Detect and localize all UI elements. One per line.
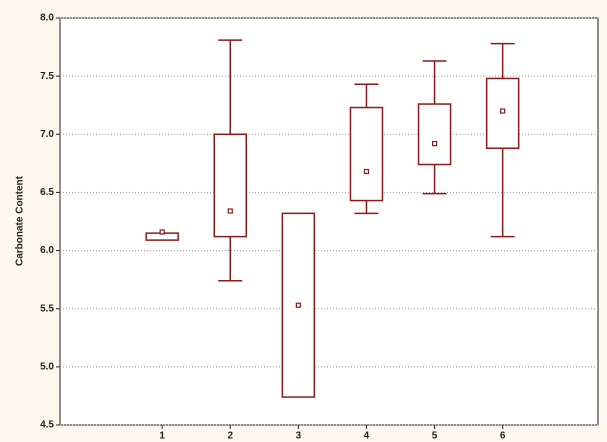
box [417,103,452,166]
center-point [500,108,506,114]
box [349,106,384,202]
y-tick-label: 7.0 [40,129,54,140]
y-axis-label: Carbonate Content [15,175,26,266]
x-tick-label: 1 [159,431,165,442]
center-point [431,140,438,147]
y-tick-label: 8.0 [40,13,54,24]
box [213,133,248,238]
x-tick-label: 6 [500,431,506,442]
y-tick-label: 5.5 [40,303,54,314]
y-tick-label: 6.0 [40,245,54,256]
y-tick-label: 4.5 [40,420,54,431]
y-tick-label: 5.0 [40,361,54,372]
center-point [159,229,165,235]
y-tick-label: 6.5 [40,187,54,198]
center-point [295,302,301,308]
x-tick-label: 3 [296,431,302,442]
x-tick-label: 4 [364,431,370,442]
x-tick-label: 5 [432,431,438,442]
center-point [227,208,233,214]
x-tick-label: 2 [227,431,233,442]
center-point [363,168,370,175]
y-tick-label: 7.5 [40,71,54,82]
